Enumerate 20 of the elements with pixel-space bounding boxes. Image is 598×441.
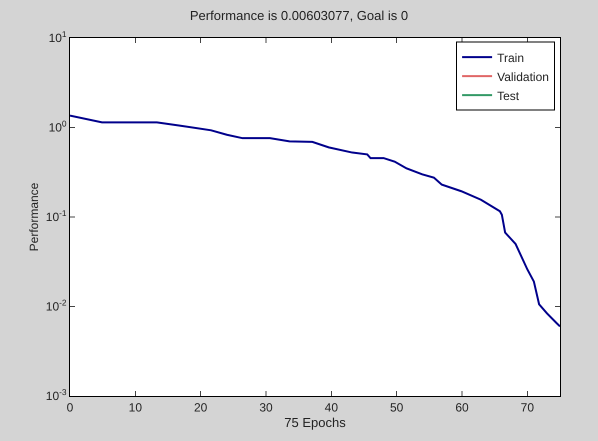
x-tick-label: 60	[455, 400, 469, 414]
x-tick-label: 40	[324, 400, 338, 414]
chart-title: Performance is 0.00603077, Goal is 0	[190, 8, 408, 24]
x-tick-label: 50	[390, 400, 404, 414]
x-tick-label: 20	[194, 400, 208, 414]
y-tick-label: 10$^{1}$	[48, 29, 67, 46]
y-tick-label: 10$^{0}$	[48, 118, 67, 135]
y-tick-label: 10$^{-1}$	[46, 208, 67, 224]
y-axis-title: Performance	[27, 182, 42, 252]
y-tick-label: 10$^{-2}$	[46, 298, 67, 314]
legend-label: Test	[497, 88, 520, 103]
legend-label: Train	[497, 50, 524, 65]
legend-label: Validation	[497, 70, 549, 84]
x-axis-title: 75 Epochs	[284, 415, 346, 430]
line-series	[70, 114, 560, 328]
y-tick-label: 10$^{-3}$	[46, 387, 67, 404]
x-tick-label: 70	[520, 400, 534, 414]
x-tick-label: 0	[66, 400, 74, 414]
x-tick-label: 10	[128, 400, 142, 414]
x-tick-label: 30	[259, 400, 273, 414]
